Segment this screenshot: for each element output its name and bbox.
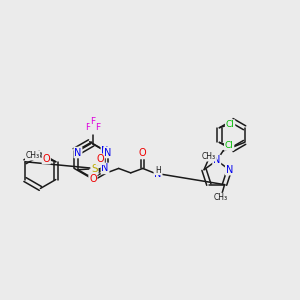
Text: CH₃: CH₃: [214, 194, 228, 202]
Text: Cl: Cl: [226, 120, 235, 129]
Text: O: O: [139, 148, 147, 158]
Text: CH₃: CH₃: [26, 151, 40, 160]
Text: N: N: [101, 146, 109, 156]
Text: S: S: [91, 164, 98, 174]
Text: F: F: [95, 123, 101, 132]
Text: F: F: [90, 117, 95, 126]
Text: O: O: [89, 174, 97, 184]
Text: N: N: [101, 164, 109, 173]
Text: H: H: [155, 166, 161, 175]
Text: O: O: [43, 154, 50, 164]
Text: N: N: [226, 165, 233, 175]
Text: F: F: [85, 123, 90, 132]
Text: Cl: Cl: [225, 141, 234, 150]
Text: N: N: [154, 169, 162, 179]
Text: O: O: [96, 154, 104, 164]
Text: N: N: [74, 148, 82, 158]
Text: N: N: [213, 155, 220, 166]
Text: N: N: [104, 148, 111, 158]
Text: CH₃: CH₃: [202, 152, 216, 161]
